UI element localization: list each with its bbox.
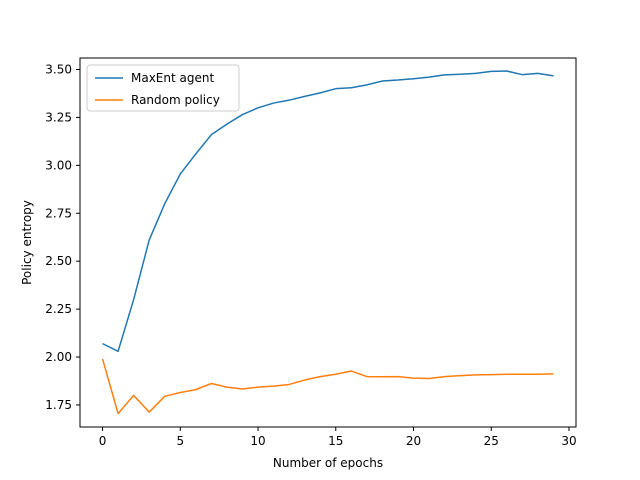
legend-entry-label: MaxEnt agent [131, 71, 214, 85]
y-tick-label: 2.00 [45, 350, 72, 364]
y-axis-label: Policy entropy [20, 200, 34, 285]
x-tick-label: 15 [328, 434, 343, 448]
y-tick-label: 3.50 [45, 63, 72, 77]
x-tick-label: 10 [250, 434, 265, 448]
series-line-random-policy [101, 358, 554, 415]
x-tick-label: 0 [99, 434, 107, 448]
x-tick-label: 20 [406, 434, 421, 448]
legend-box [86, 64, 240, 112]
y-axis-ticks: 1.75 2.00 2.25 2.50 2.75 3.00 3.25 3.50 [45, 63, 80, 412]
x-tick-label: 30 [561, 434, 576, 448]
x-tick-label: 5 [176, 434, 184, 448]
y-tick-label: 2.50 [45, 254, 72, 268]
y-tick-label: 3.25 [45, 110, 72, 124]
series-line-maxent-agent [102, 70, 554, 353]
x-axis-label: Number of epochs [273, 456, 383, 470]
x-tick-label: 25 [484, 434, 499, 448]
x-axis-ticks: 0 5 10 15 20 25 30 [99, 427, 577, 448]
y-tick-label: 1.75 [45, 398, 72, 412]
series-lines [101, 70, 554, 415]
axes-frame [79, 57, 577, 428]
y-tick-label: 2.25 [45, 302, 72, 316]
y-tick-label: 2.75 [45, 206, 72, 220]
legend-entry-label: Random policy [131, 93, 220, 107]
y-tick-label: 3.00 [45, 158, 72, 172]
legend: MaxEnt agent Random policy [86, 64, 240, 112]
